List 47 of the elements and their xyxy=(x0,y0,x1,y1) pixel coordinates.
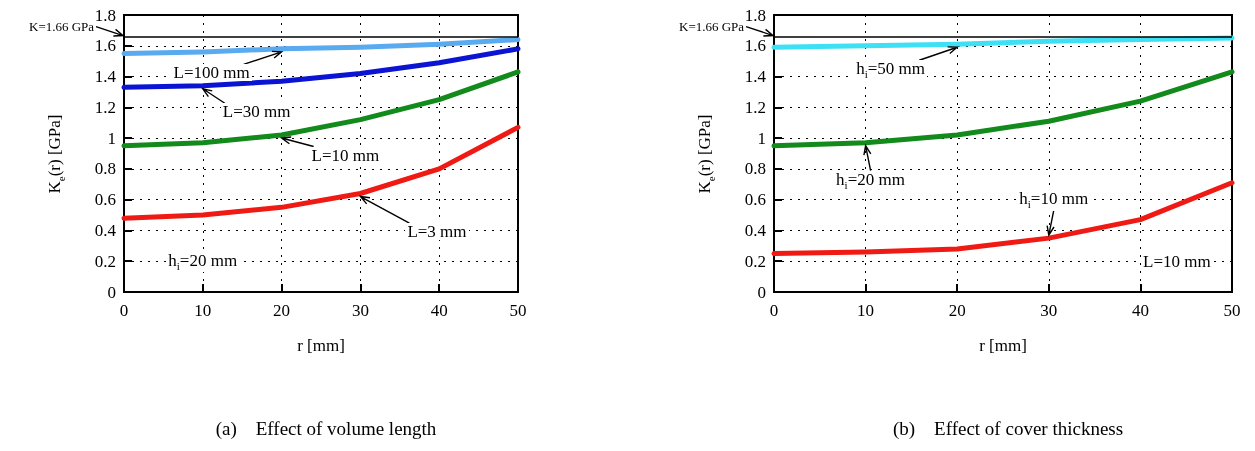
annotation: L=10 mm xyxy=(1141,252,1213,272)
y-tick-label: 1.4 xyxy=(94,67,117,87)
annotation: L=100 mm xyxy=(171,63,252,83)
annotation: h$_{i}$=20 mm xyxy=(834,169,907,192)
y-tick-label: 0.2 xyxy=(744,251,766,271)
x-tick-label: 40 xyxy=(1131,301,1149,320)
text: (a) Effect of volume length xyxy=(215,418,437,440)
y-tick-label: 1.8 xyxy=(744,5,766,25)
y-tick-label: 1.4 xyxy=(744,67,767,87)
annotation: h$_{i}$=10 mm xyxy=(1017,189,1091,211)
x-tick-label: 30 xyxy=(1040,301,1058,320)
y-tick-label: 0.4 xyxy=(94,220,117,240)
annotation: h$_{i}$=20 mm xyxy=(166,250,240,272)
y-tick-label: 0 xyxy=(757,282,766,302)
x-tick-label: 50 xyxy=(1223,301,1241,320)
y-tick-label: 1.6 xyxy=(744,36,766,56)
y-tick-label: 1.8 xyxy=(94,5,116,25)
x-tick-label: 0 xyxy=(769,301,779,320)
y-tick-label: 0.4 xyxy=(744,220,767,240)
y-tick-label: 1.6 xyxy=(94,36,116,56)
y-tick-label: 0 xyxy=(107,282,116,302)
x-tick-label: 10 xyxy=(857,301,875,320)
x-tick-label: 20 xyxy=(273,301,291,320)
y-tick-label: 0.8 xyxy=(744,159,766,179)
x-tick-label: 20 xyxy=(948,301,966,320)
y-tick-label: 0.6 xyxy=(744,190,766,210)
x-tick-label: 10 xyxy=(194,301,212,320)
y-tick-label: 0.2 xyxy=(94,251,116,271)
y-tick-label: 0.6 xyxy=(94,190,116,210)
x-tick-label: 30 xyxy=(351,301,369,320)
y-tick-label: 1 xyxy=(757,128,766,148)
x-axis-title: r [mm] xyxy=(979,336,1027,355)
x-axis-title: r [mm] xyxy=(297,336,345,355)
x-tick-label: 40 xyxy=(430,301,448,320)
ref-line-label: K=1.66 GPa xyxy=(27,19,97,35)
y-tick-label: 0.8 xyxy=(94,159,116,179)
x-tick-label: 0 xyxy=(119,301,129,320)
annotation: L=10 mm xyxy=(309,145,382,165)
annotation: L=3 mm xyxy=(405,222,469,241)
y-tick-label: 1.2 xyxy=(94,97,116,117)
y-tick-label: 1.2 xyxy=(744,97,766,117)
y-tick-label: 1 xyxy=(107,128,116,148)
annotation: L=30 mm xyxy=(220,102,293,122)
x-tick-label: 50 xyxy=(509,301,527,320)
ref-line-label: K=1.66 GPa xyxy=(677,19,747,35)
text: (b) Effect of cover thickness xyxy=(892,418,1124,440)
annotation: h$_{i}$=50 mm xyxy=(854,59,928,81)
